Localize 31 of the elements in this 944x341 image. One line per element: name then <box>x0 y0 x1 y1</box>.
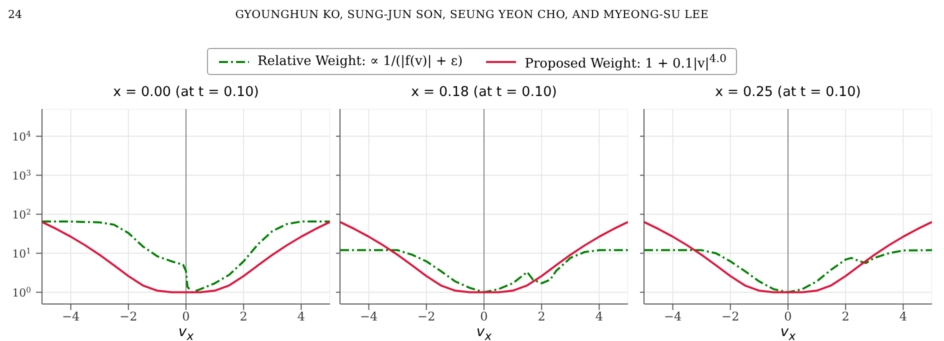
x-axis-title: v$_{x}$ <box>475 324 493 341</box>
x-tick-label: −4 <box>664 310 682 324</box>
chart-title: x = 0.00 (at t = 0.10) <box>112 84 260 100</box>
text: 24 <box>8 8 22 21</box>
x-tick-label: 0 <box>784 310 792 324</box>
x-axis-title: v$_{x}$ <box>779 324 797 341</box>
x-tick-label: 2 <box>240 310 248 324</box>
x-tick-label: 2 <box>842 310 850 324</box>
x-tick-label: 0 <box>480 310 488 324</box>
x-tick-label: −2 <box>722 310 740 324</box>
x-tick-label: −4 <box>62 310 80 324</box>
line-series <box>42 220 330 294</box>
x-tick-label: −2 <box>418 310 436 324</box>
x-tick-label: −2 <box>120 310 138 324</box>
chart-title: x = 0.25 (at t = 0.10) <box>714 84 862 100</box>
x-tick-label: 4 <box>899 310 908 324</box>
legend-label: Relative Weight: ∝ 1/(|f(v)| + ε) <box>258 54 463 70</box>
y-tick-label: 10$^{0}$ <box>12 284 32 300</box>
x-tick-label: 2 <box>538 310 546 324</box>
y-tick-label: 10$^{2}$ <box>12 206 32 222</box>
x-tick-label: 4 <box>297 310 306 324</box>
x-tick-label: 4 <box>595 310 604 324</box>
x-tick-label: −4 <box>360 310 378 324</box>
text: GYOUNGHUN KO, SUNG-JUN SON, SEUNG YEON CHO, AND MYEONG-SU LEE <box>235 8 709 21</box>
x-axis-title: v$_{x}$ <box>177 324 195 341</box>
y-tick-label: 10$^{4}$ <box>12 128 32 144</box>
chart-title: x = 0.18 (at t = 0.10) <box>410 84 558 100</box>
y-tick-label: 10$^{3}$ <box>12 168 32 182</box>
y-tick-label: 10$^{1}$ <box>12 246 31 260</box>
x-tick-label: 0 <box>182 310 190 324</box>
legend-label: Proposed Weight: 1 + 0.1|v|$^{4.0}$ <box>524 52 726 72</box>
